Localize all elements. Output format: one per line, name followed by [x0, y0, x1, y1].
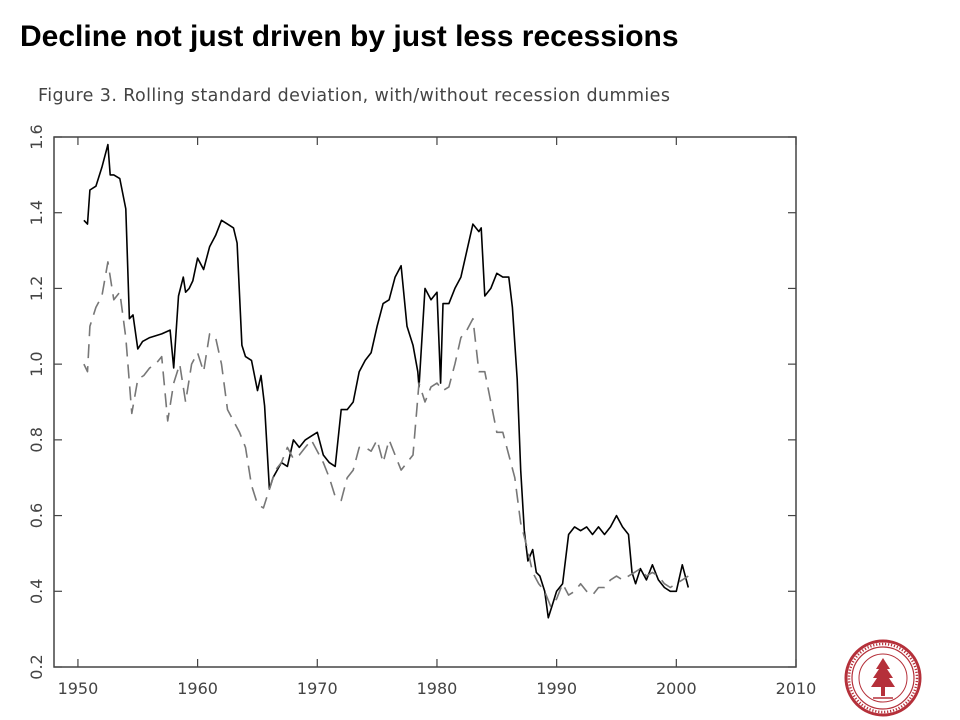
x-tick-label: 2010 — [776, 679, 817, 698]
x-tick-label: 1970 — [297, 679, 338, 698]
y-tick-label: 1.6 — [27, 124, 46, 149]
x-tick-label: 1980 — [417, 679, 458, 698]
y-tick-label: 0.4 — [27, 579, 46, 604]
series-solid-line — [83, 143, 690, 619]
y-tick-label: 1.4 — [27, 200, 46, 225]
y-tick-label: 0.8 — [27, 427, 46, 452]
figure-caption: Figure 3. Rolling standard deviation, wi… — [38, 86, 671, 106]
y-tick-label: 0.6 — [27, 503, 46, 528]
y-tick-label: 0.2 — [27, 654, 46, 679]
slide-title: Decline not just driven by just less rec… — [20, 20, 679, 53]
series-layer — [83, 143, 690, 619]
x-tick-label: 1950 — [58, 679, 99, 698]
y-axis: 0.2 0.4 0.6 0.8 1.0 1.2 1.4 1.6 — [27, 124, 796, 680]
x-axis: 1950 1960 1970 1980 1990 2000 2010 — [58, 137, 817, 698]
plot-border — [53, 136, 797, 668]
x-tick-label: 1990 — [536, 679, 577, 698]
x-tick-label: 2000 — [656, 679, 697, 698]
university-seal-icon — [844, 639, 922, 717]
y-tick-label: 1.2 — [27, 276, 46, 301]
y-tick-label: 1.0 — [27, 351, 46, 376]
plot-frame — [53, 136, 797, 668]
x-tick-label: 1960 — [177, 679, 218, 698]
series-dashed-line — [83, 261, 689, 608]
